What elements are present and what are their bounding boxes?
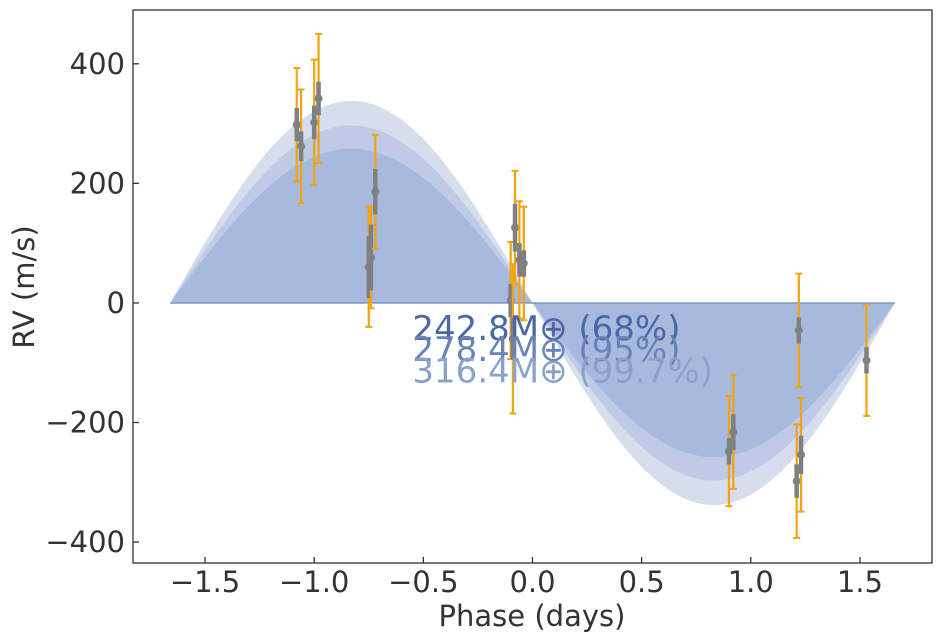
y-tick-label: −400 xyxy=(45,525,125,559)
point-marker xyxy=(729,428,738,437)
x-tick-label: −1.5 xyxy=(170,565,240,599)
point-marker xyxy=(314,94,323,103)
rv-point-15 xyxy=(792,423,801,539)
rv-point-16 xyxy=(794,272,803,389)
x-axis-label: Phase (days) xyxy=(439,599,626,633)
point-marker xyxy=(292,120,301,129)
y-tick-label: 400 xyxy=(70,47,125,81)
rv-point-18 xyxy=(862,303,871,417)
point-marker xyxy=(310,118,319,127)
rv-point-6 xyxy=(366,205,375,310)
rv-point-3 xyxy=(310,58,319,187)
point-marker xyxy=(862,356,871,365)
rv-point-10 xyxy=(508,263,517,415)
posterior-bands xyxy=(170,100,895,506)
point-marker xyxy=(792,477,801,486)
x-tick-label: 1.5 xyxy=(837,565,883,599)
rv-data-points xyxy=(292,32,871,539)
point-marker xyxy=(511,223,520,232)
y-tick-label: −200 xyxy=(45,406,125,440)
rv-point-12 xyxy=(519,205,528,322)
mass-annotations: 242.8M⊕ (68%)278.4M⊕ (95%)316.4M⊕ (99.7%… xyxy=(412,309,713,391)
point-marker xyxy=(371,187,380,196)
y-axis-ticks: −400 −200 0 200 400 xyxy=(45,47,139,559)
point-marker xyxy=(519,259,528,268)
x-tick-label: 1.0 xyxy=(728,565,774,599)
point-marker xyxy=(508,334,517,343)
rv-point-2 xyxy=(297,88,306,205)
mass-annotation-3: 316.4M⊕ (99.7%) xyxy=(412,351,713,391)
x-tick-label: −0.5 xyxy=(388,565,458,599)
rv-point-13 xyxy=(724,395,733,508)
x-tick-label: 0.5 xyxy=(619,565,665,599)
x-axis-ticks: −1.5 −1.0 −0.5 0.0 0.5 1.0 1.5 xyxy=(170,557,883,599)
point-marker xyxy=(724,447,733,456)
point-marker xyxy=(366,253,375,262)
rv-point-14 xyxy=(729,374,738,490)
rv-point-1 xyxy=(292,66,301,183)
y-tick-label: 200 xyxy=(70,166,125,200)
x-tick-label: 0.0 xyxy=(509,565,555,599)
rv-point-17 xyxy=(797,396,806,513)
x-tick-label: −1.0 xyxy=(279,565,349,599)
point-marker xyxy=(797,450,806,459)
y-axis-label: RV (m/s) xyxy=(7,225,41,348)
y-tick-label: 0 xyxy=(107,286,125,320)
point-marker xyxy=(297,142,306,151)
point-marker xyxy=(794,326,803,335)
mass-annotation-1: 242.8M⊕ (68%) xyxy=(412,309,680,349)
mass-annotation-2: 278.4M⊕ (95%) xyxy=(412,330,680,370)
rv-point-4 xyxy=(314,32,323,165)
rv-point-9 xyxy=(511,169,520,286)
rv-point-7 xyxy=(371,133,380,250)
